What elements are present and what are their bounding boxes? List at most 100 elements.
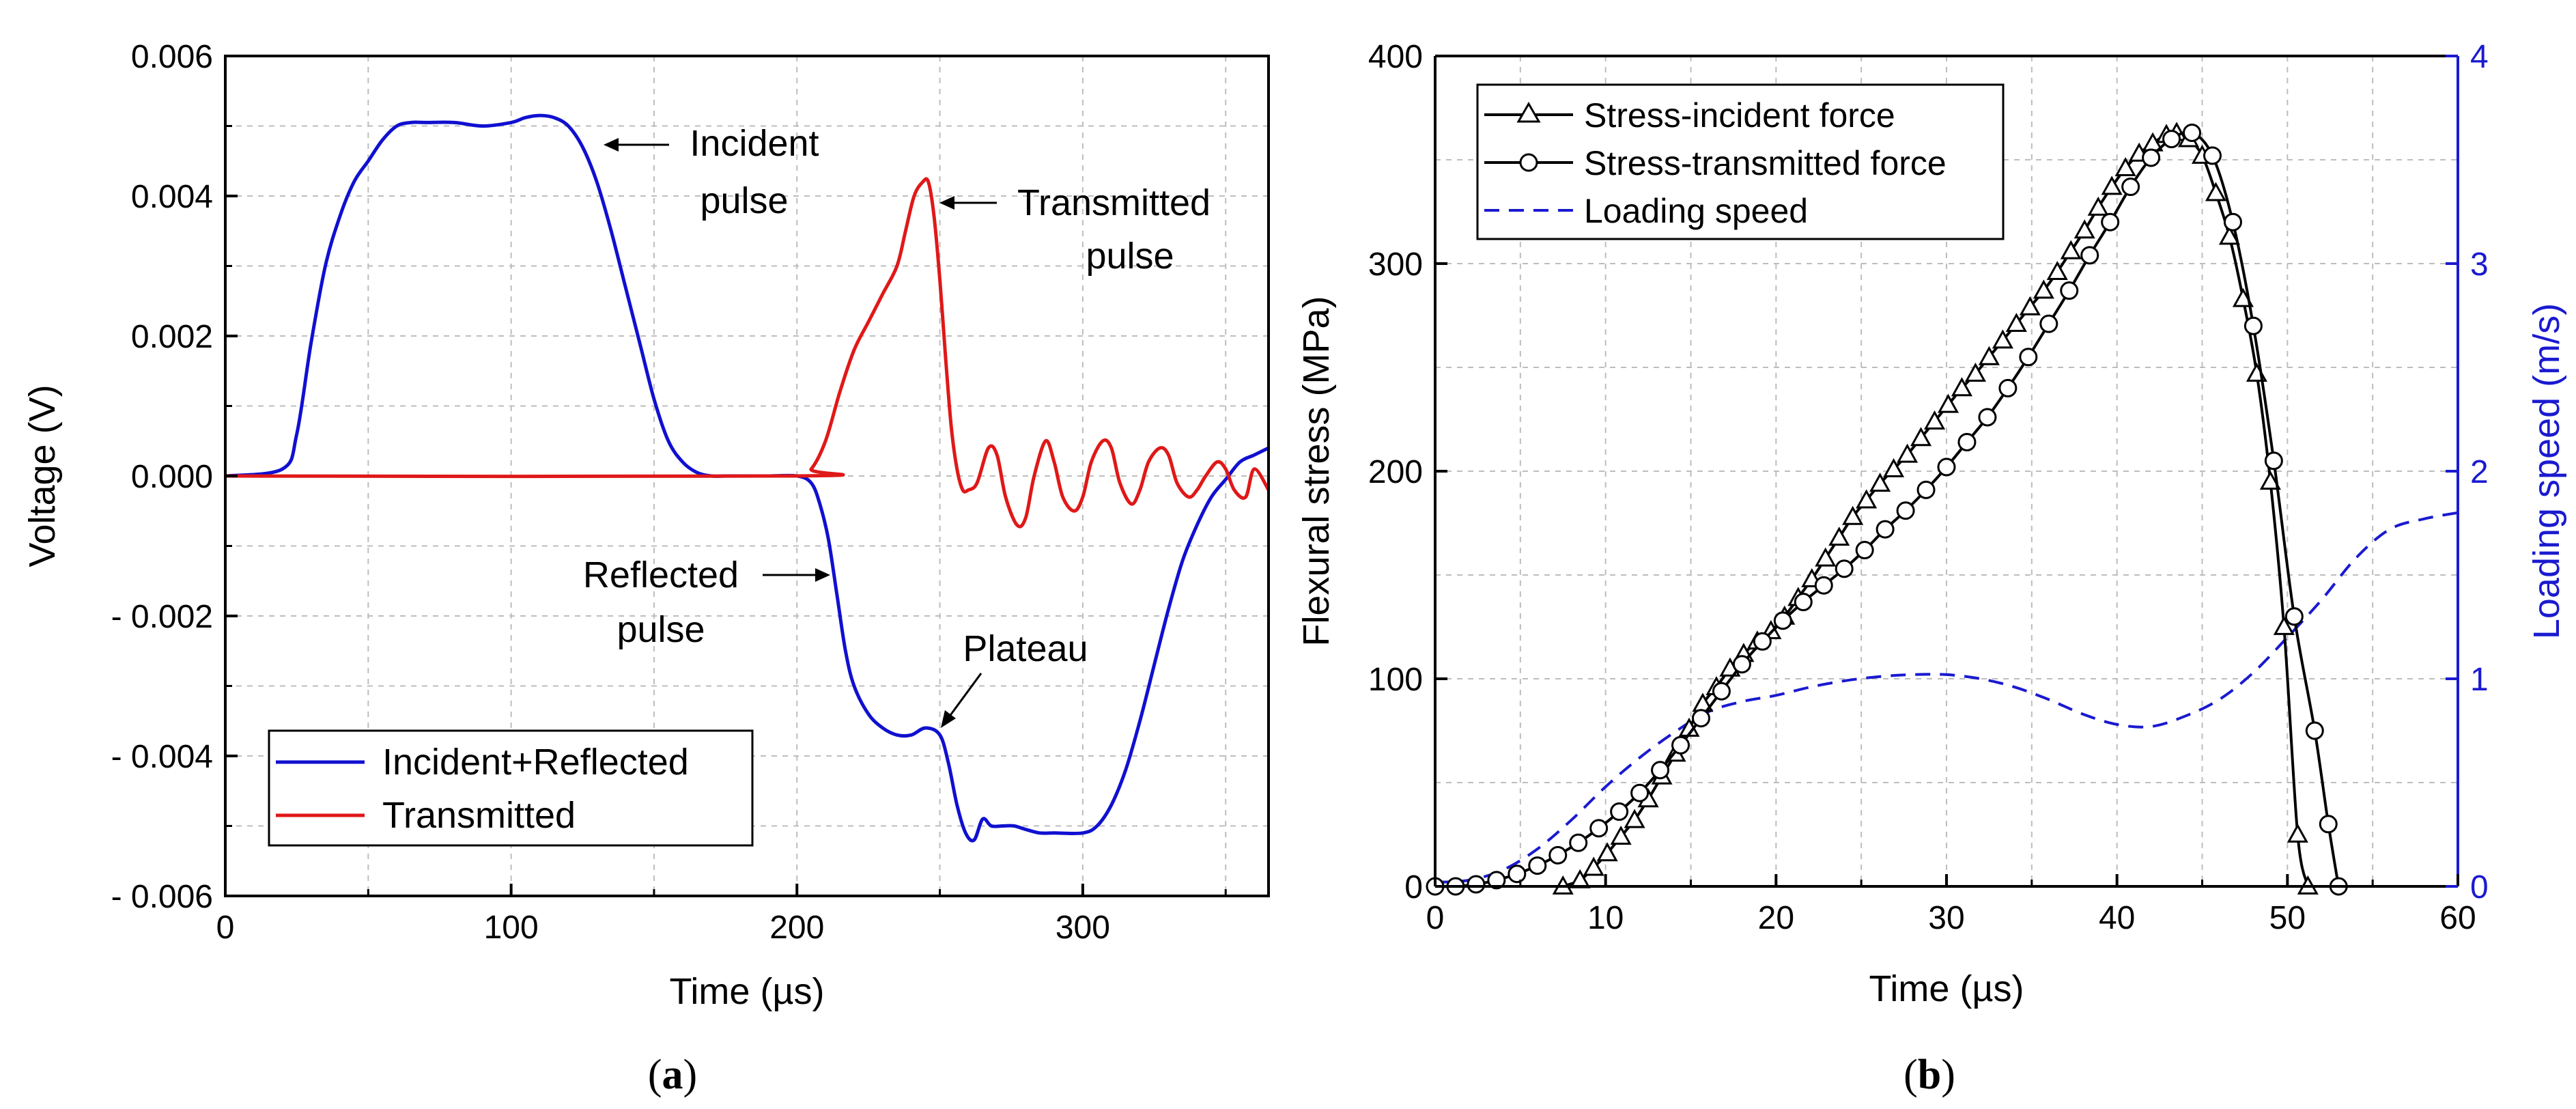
- annotation-label-line2: pulse: [700, 180, 788, 221]
- y-tick-label: - 0.004: [111, 739, 213, 775]
- circle-marker: [1671, 735, 1690, 755]
- y-tick-label: 0.004: [131, 179, 213, 215]
- legend-label-stress-transmitted: Stress-transmitted force: [1584, 144, 1947, 182]
- triangle-marker: [1923, 410, 1946, 430]
- triangle-marker: [1583, 856, 1604, 876]
- y-tick-label: 300: [1368, 247, 1423, 283]
- x-tick-label: 50: [2269, 900, 2306, 936]
- circle-marker: [2121, 178, 2140, 197]
- annotation-incident-pulse: Incident pulse: [604, 123, 819, 221]
- y-tick-label: 0.002: [131, 319, 213, 355]
- annotation-plateau: Plateau: [941, 628, 1088, 728]
- circle-marker: [1896, 501, 1915, 520]
- panel-a-series: [225, 113, 1271, 843]
- y-tick-label: 0.006: [131, 39, 213, 75]
- triangle-marker: [1610, 825, 1632, 845]
- circle-marker: [1916, 480, 1936, 499]
- annotation-label-line1: Reflected: [583, 554, 739, 595]
- y2-tick-label: 4: [2470, 39, 2489, 75]
- panel-b-letter: b: [1918, 1052, 1941, 1098]
- triangle-marker: [1815, 547, 1837, 567]
- x-tick-label: 30: [1928, 900, 1964, 936]
- panel-b-legend: Stress-incident force Stress-transmitted…: [1476, 83, 2005, 240]
- legend-label-stress-incident: Stress-incident force: [1584, 96, 1895, 135]
- panel-a-caption: (a): [648, 1052, 697, 1098]
- x-tick-label: 200: [769, 910, 824, 946]
- circle-marker: [2223, 212, 2242, 231]
- triangle-marker: [2019, 296, 2041, 315]
- annotation-label-line2: pulse: [617, 609, 705, 650]
- circle-marker: [1630, 783, 1650, 802]
- triangle-marker: [1978, 346, 2000, 365]
- y-tick-label: 0: [1404, 869, 1423, 906]
- circle-marker: [1876, 520, 1895, 539]
- x-tick-label: 20: [1758, 900, 1794, 936]
- circle-marker: [1835, 559, 1854, 578]
- series-line-transmitted: [225, 177, 1271, 529]
- triangle-marker: [1869, 473, 1891, 492]
- panel-b-y2-axis-title: Loading speed (m/s): [2526, 303, 2567, 639]
- triangle-marker: [2033, 279, 2054, 299]
- panel-a-letter: a: [662, 1052, 683, 1098]
- y-tick-label: - 0.006: [111, 879, 213, 915]
- annotation-reflected-pulse: Reflected pulse: [583, 554, 830, 650]
- annotation-label: Plateau: [963, 628, 1088, 669]
- circle-marker: [2284, 607, 2304, 626]
- circle-marker: [1651, 761, 1670, 780]
- panel-a-legend: Incident+Reflected Transmitted: [268, 729, 754, 847]
- triangle-marker: [2205, 182, 2227, 201]
- panel-b-y-axis-title: Flexural stress (MPa): [1296, 296, 1337, 646]
- triangle-marker: [1992, 329, 2013, 349]
- circle-marker: [2162, 130, 2181, 149]
- y-tick-label: 200: [1368, 454, 1423, 490]
- circle-marker: [2080, 246, 2099, 265]
- series-line-loading-speed: [1434, 511, 2459, 884]
- circle-marker: [1978, 408, 1997, 427]
- arrow-head-icon: [941, 710, 956, 728]
- x-tick-label: 60: [2439, 900, 2476, 936]
- triangle-marker: [2287, 823, 2308, 843]
- legend-label-incident-reflected: Incident+Reflected: [382, 742, 689, 783]
- circle-marker: [1589, 819, 1609, 838]
- circle-marker: [1467, 875, 1486, 894]
- annotation-label-line1: Transmitted: [1017, 182, 1211, 223]
- legend-box: [268, 729, 754, 847]
- legend-label-transmitted: Transmitted: [382, 795, 576, 836]
- circle-marker: [1712, 682, 1731, 701]
- triangle-marker: [1828, 527, 1850, 546]
- y2-tick-label: 2: [2470, 454, 2489, 490]
- panel-b-x-axis-title: Time (µs): [1869, 968, 2024, 1009]
- circle-marker: [1691, 709, 1710, 728]
- circle-marker: [1957, 432, 1977, 451]
- triangle-marker: [2259, 471, 2281, 490]
- panel-a-ticks: 0 100 200 300 0.006 0.004 0.002 0.000 - 0.002 - 0…: [111, 39, 1227, 946]
- x-tick-label: 300: [1056, 910, 1110, 946]
- annotation-arrow: [948, 673, 982, 718]
- x-tick-label: 0: [216, 910, 235, 946]
- series-line-stress-incident: [1562, 131, 2310, 888]
- circle-marker: [2203, 146, 2222, 165]
- triangle-marker-icon: [1516, 101, 1541, 123]
- circle-marker: [2039, 314, 2058, 333]
- panel-b-series: [1426, 122, 2459, 896]
- x-tick-label: 40: [2099, 900, 2135, 936]
- circle-marker: [1855, 541, 1874, 560]
- circle-marker: [2142, 148, 2161, 167]
- circle-marker: [1528, 856, 1547, 875]
- triangle-marker: [1897, 443, 1919, 463]
- annotation-label-line1: Incident: [690, 123, 819, 164]
- triangle-marker: [2005, 313, 2027, 333]
- circle-marker: [2019, 348, 2038, 367]
- triangle-marker: [2046, 261, 2068, 281]
- panel-a-y-axis-title: Voltage (V): [22, 384, 63, 567]
- y2-tick-label: 1: [2470, 662, 2489, 698]
- triangle-marker: [2114, 157, 2136, 177]
- circle-marker: [1732, 655, 1751, 674]
- triangle-marker: [2073, 219, 2095, 239]
- triangle-marker: [1910, 427, 1932, 447]
- arrow-head-icon: [604, 138, 619, 152]
- triangle-marker: [2101, 176, 2123, 195]
- circle-marker: [1814, 576, 1833, 595]
